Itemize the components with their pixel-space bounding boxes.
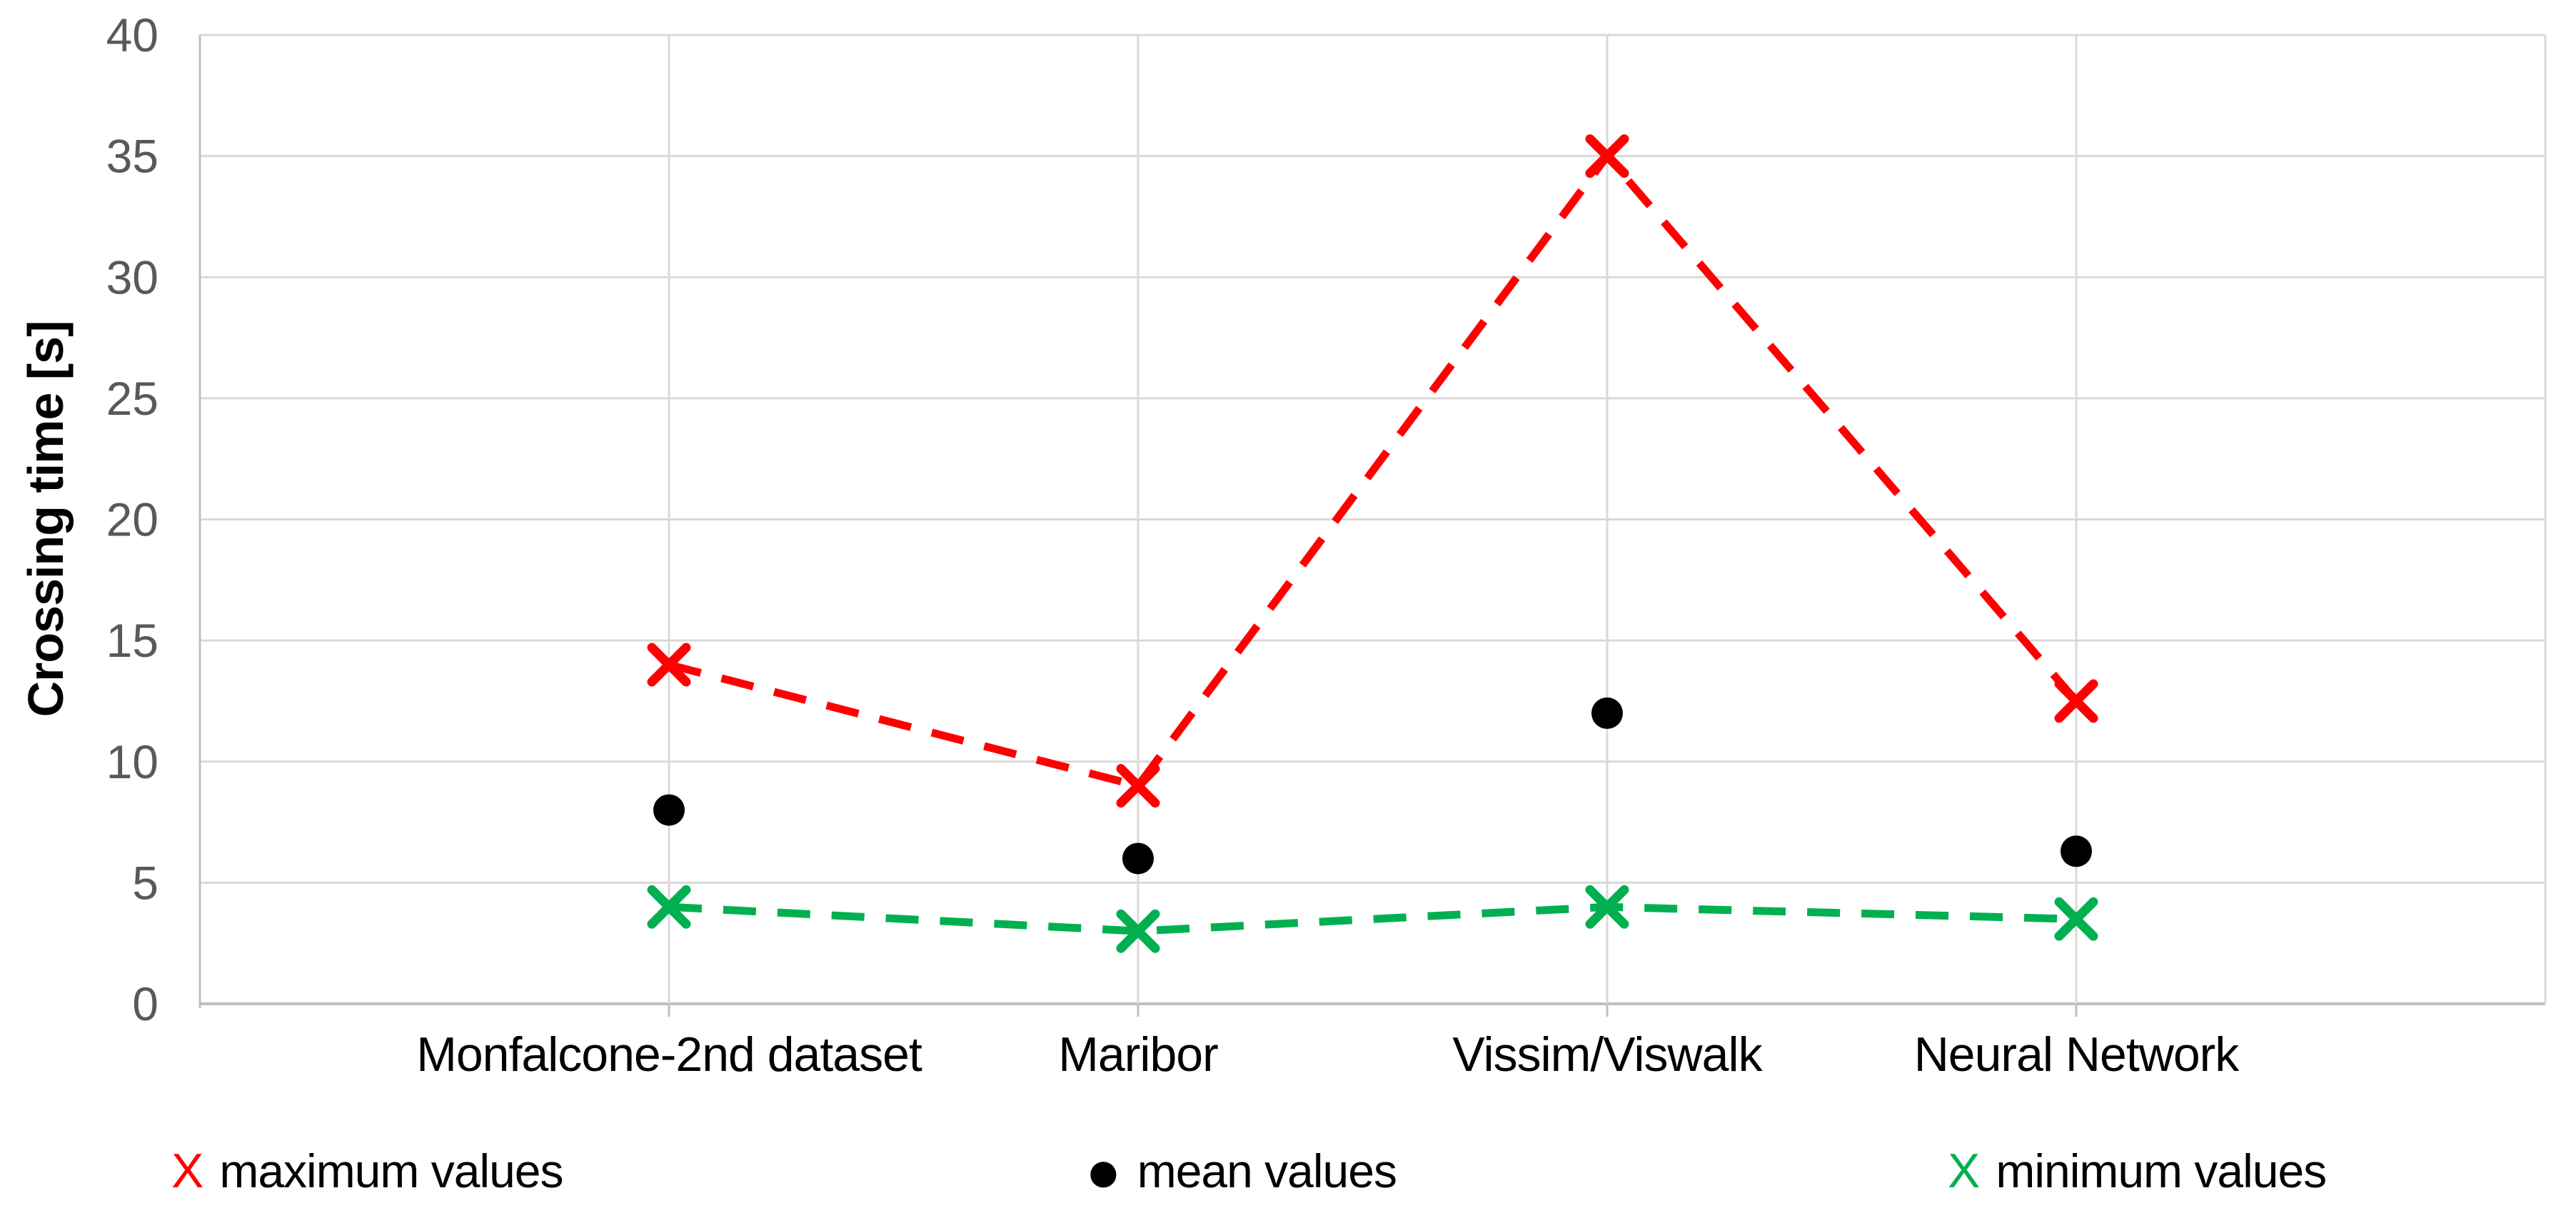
y-tick-label-10: 10 — [106, 735, 159, 788]
legend-label-maximum-values: maximum values — [219, 1144, 563, 1197]
maximum-values-line — [668, 149, 2080, 790]
legend-item-minimum-values: X minimum values — [1948, 1132, 2327, 1210]
y-tick-label-5: 5 — [132, 856, 159, 909]
mean-values-marker-circle — [2061, 835, 2092, 867]
minimum-values-marker-x — [647, 885, 691, 929]
minimum-values-marker-x — [1585, 885, 1629, 929]
legend-item-maximum-values: X maximum values — [171, 1132, 564, 1210]
maximum-values-marker-x — [1116, 764, 1160, 808]
y-tick-label-30: 30 — [106, 251, 159, 303]
legend-x-marker-green-icon: X — [1948, 1144, 1981, 1198]
legend: X maximum values ● mean values X minimum… — [0, 1132, 2576, 1210]
legend-x-marker-red-icon: X — [171, 1144, 204, 1198]
y-tick-label-40: 40 — [106, 9, 159, 61]
y-tick-label-35: 35 — [106, 130, 159, 183]
legend-label-minimum-values: minimum values — [1996, 1144, 2327, 1197]
mean-values-marker-circle — [653, 794, 685, 826]
mean-values-marker-circle — [1591, 697, 1623, 729]
y-tick-label-15: 15 — [106, 614, 159, 667]
minimum-values-marker-x — [1116, 909, 1160, 953]
x-category-label: Vissim/Viswalk — [1452, 1027, 1763, 1082]
y-tick-label-0: 0 — [132, 977, 159, 1030]
x-category-label: Maribor — [1058, 1027, 1218, 1082]
x-category-label: Neural Network — [1914, 1027, 2240, 1082]
minimum-values-line — [668, 902, 2077, 935]
minimum-values-marker-x — [2054, 897, 2098, 941]
legend-label-mean-values: mean values — [1137, 1144, 1397, 1197]
y-tick-label-20: 20 — [106, 493, 159, 546]
maximum-values-marker-x — [2054, 679, 2098, 723]
legend-dot-marker-black-icon: ● — [1085, 1137, 1122, 1204]
x-category-label: Monfalcone-2nd dataset — [416, 1027, 922, 1082]
maximum-values-marker-x — [1585, 134, 1629, 178]
mean-values-marker-circle — [1122, 842, 1154, 875]
maximum-values-marker-x — [647, 643, 691, 687]
y-tick-label-25: 25 — [106, 372, 159, 425]
legend-item-mean-values: ● mean values — [1085, 1132, 1397, 1210]
